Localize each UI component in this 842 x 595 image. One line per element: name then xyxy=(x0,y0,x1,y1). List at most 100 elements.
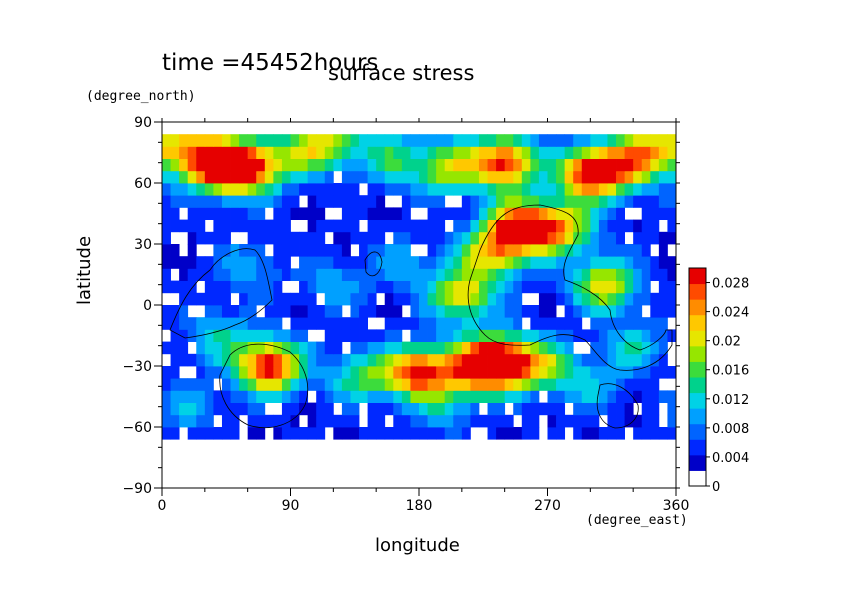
field-cell xyxy=(376,268,386,281)
field-cell xyxy=(650,305,660,318)
field-cell xyxy=(376,158,386,172)
field-cell xyxy=(170,244,180,257)
field-cell xyxy=(530,366,540,379)
field-cell xyxy=(598,256,608,269)
field-cell xyxy=(487,378,497,391)
field-cell xyxy=(444,329,454,342)
field-cell xyxy=(633,305,643,318)
field-cell xyxy=(478,219,488,233)
field-cell xyxy=(359,244,368,257)
field-cell xyxy=(624,146,634,159)
field-cell xyxy=(299,353,309,367)
field-cell xyxy=(478,183,488,196)
field-cell xyxy=(281,390,291,403)
field-cell xyxy=(196,378,206,391)
field-cell xyxy=(264,414,274,428)
field-cell xyxy=(658,366,668,379)
field-cell xyxy=(384,256,394,269)
colorbar-tick-label: 0.02 xyxy=(712,335,741,350)
field-cell xyxy=(581,158,591,172)
field-cell xyxy=(444,292,454,306)
field-cell xyxy=(581,305,591,318)
x-axis-unit: (degree_east) xyxy=(586,513,688,528)
field-cell xyxy=(196,414,206,428)
field-cell xyxy=(187,231,197,245)
field-cell xyxy=(530,244,540,257)
field-cell xyxy=(453,353,463,367)
field-cell xyxy=(221,414,231,428)
field-cell xyxy=(333,317,343,330)
field-cell xyxy=(196,183,206,196)
field-cell xyxy=(598,268,608,281)
field-cell xyxy=(247,329,257,342)
field-cell xyxy=(461,256,471,269)
field-cell xyxy=(367,207,377,220)
colorbar-segment xyxy=(689,423,706,440)
field-cell xyxy=(367,170,377,184)
field-cell xyxy=(341,366,351,379)
field-cell xyxy=(401,244,411,257)
field-cell xyxy=(187,256,197,269)
field-cell xyxy=(444,256,454,269)
field-cell xyxy=(624,329,634,342)
field-cell xyxy=(316,244,326,257)
field-cell xyxy=(179,329,189,342)
field-cell xyxy=(179,219,189,233)
field-cell xyxy=(470,305,480,318)
field-cell xyxy=(564,195,574,208)
field-cell xyxy=(264,378,274,391)
field-cell xyxy=(213,219,223,233)
field-cell xyxy=(299,378,309,391)
field-cell xyxy=(513,427,523,440)
field-cell xyxy=(196,219,206,233)
field-cell xyxy=(573,244,583,257)
field-cell xyxy=(496,427,506,440)
field-cell xyxy=(504,305,514,318)
field-cell xyxy=(256,134,266,147)
field-cell xyxy=(521,256,531,269)
field-cell xyxy=(170,341,180,355)
field-cell xyxy=(470,195,480,208)
field-cell xyxy=(538,268,548,281)
field-cell xyxy=(461,414,471,428)
field-cell xyxy=(204,378,214,391)
field-cell xyxy=(616,378,625,391)
field-cell xyxy=(564,353,574,367)
field-cell xyxy=(230,305,240,318)
field-cell xyxy=(624,244,634,257)
field-cell xyxy=(590,158,600,172)
field-cell xyxy=(401,317,411,330)
field-cell xyxy=(247,207,257,220)
field-cell xyxy=(470,256,480,269)
field-cell xyxy=(384,183,394,196)
field-cell xyxy=(436,183,446,196)
field-cell xyxy=(590,378,600,391)
field-cell xyxy=(247,219,257,233)
field-cell xyxy=(376,390,386,403)
field-cell xyxy=(598,134,608,147)
field-cell xyxy=(667,170,676,184)
field-cell xyxy=(453,317,463,330)
field-cell xyxy=(547,366,557,379)
field-cell xyxy=(187,146,197,159)
field-cell xyxy=(504,195,514,208)
field-cell xyxy=(264,158,274,172)
field-cell xyxy=(393,341,403,355)
field-cell xyxy=(299,268,309,281)
field-cell xyxy=(162,280,171,294)
field-cell xyxy=(624,317,634,330)
field-cell xyxy=(273,146,283,159)
field-cell xyxy=(247,268,257,281)
colorbar-segment xyxy=(689,439,706,456)
field-cell xyxy=(564,268,574,281)
field-cell xyxy=(453,402,463,416)
field-cell xyxy=(247,402,257,416)
field-cell xyxy=(607,231,617,245)
field-cell xyxy=(581,280,591,294)
field-cell xyxy=(401,256,411,269)
field-cell xyxy=(487,305,497,318)
field-cell xyxy=(179,134,189,147)
field-cell xyxy=(204,341,214,355)
field-cell xyxy=(221,195,231,208)
field-cell xyxy=(376,170,386,184)
